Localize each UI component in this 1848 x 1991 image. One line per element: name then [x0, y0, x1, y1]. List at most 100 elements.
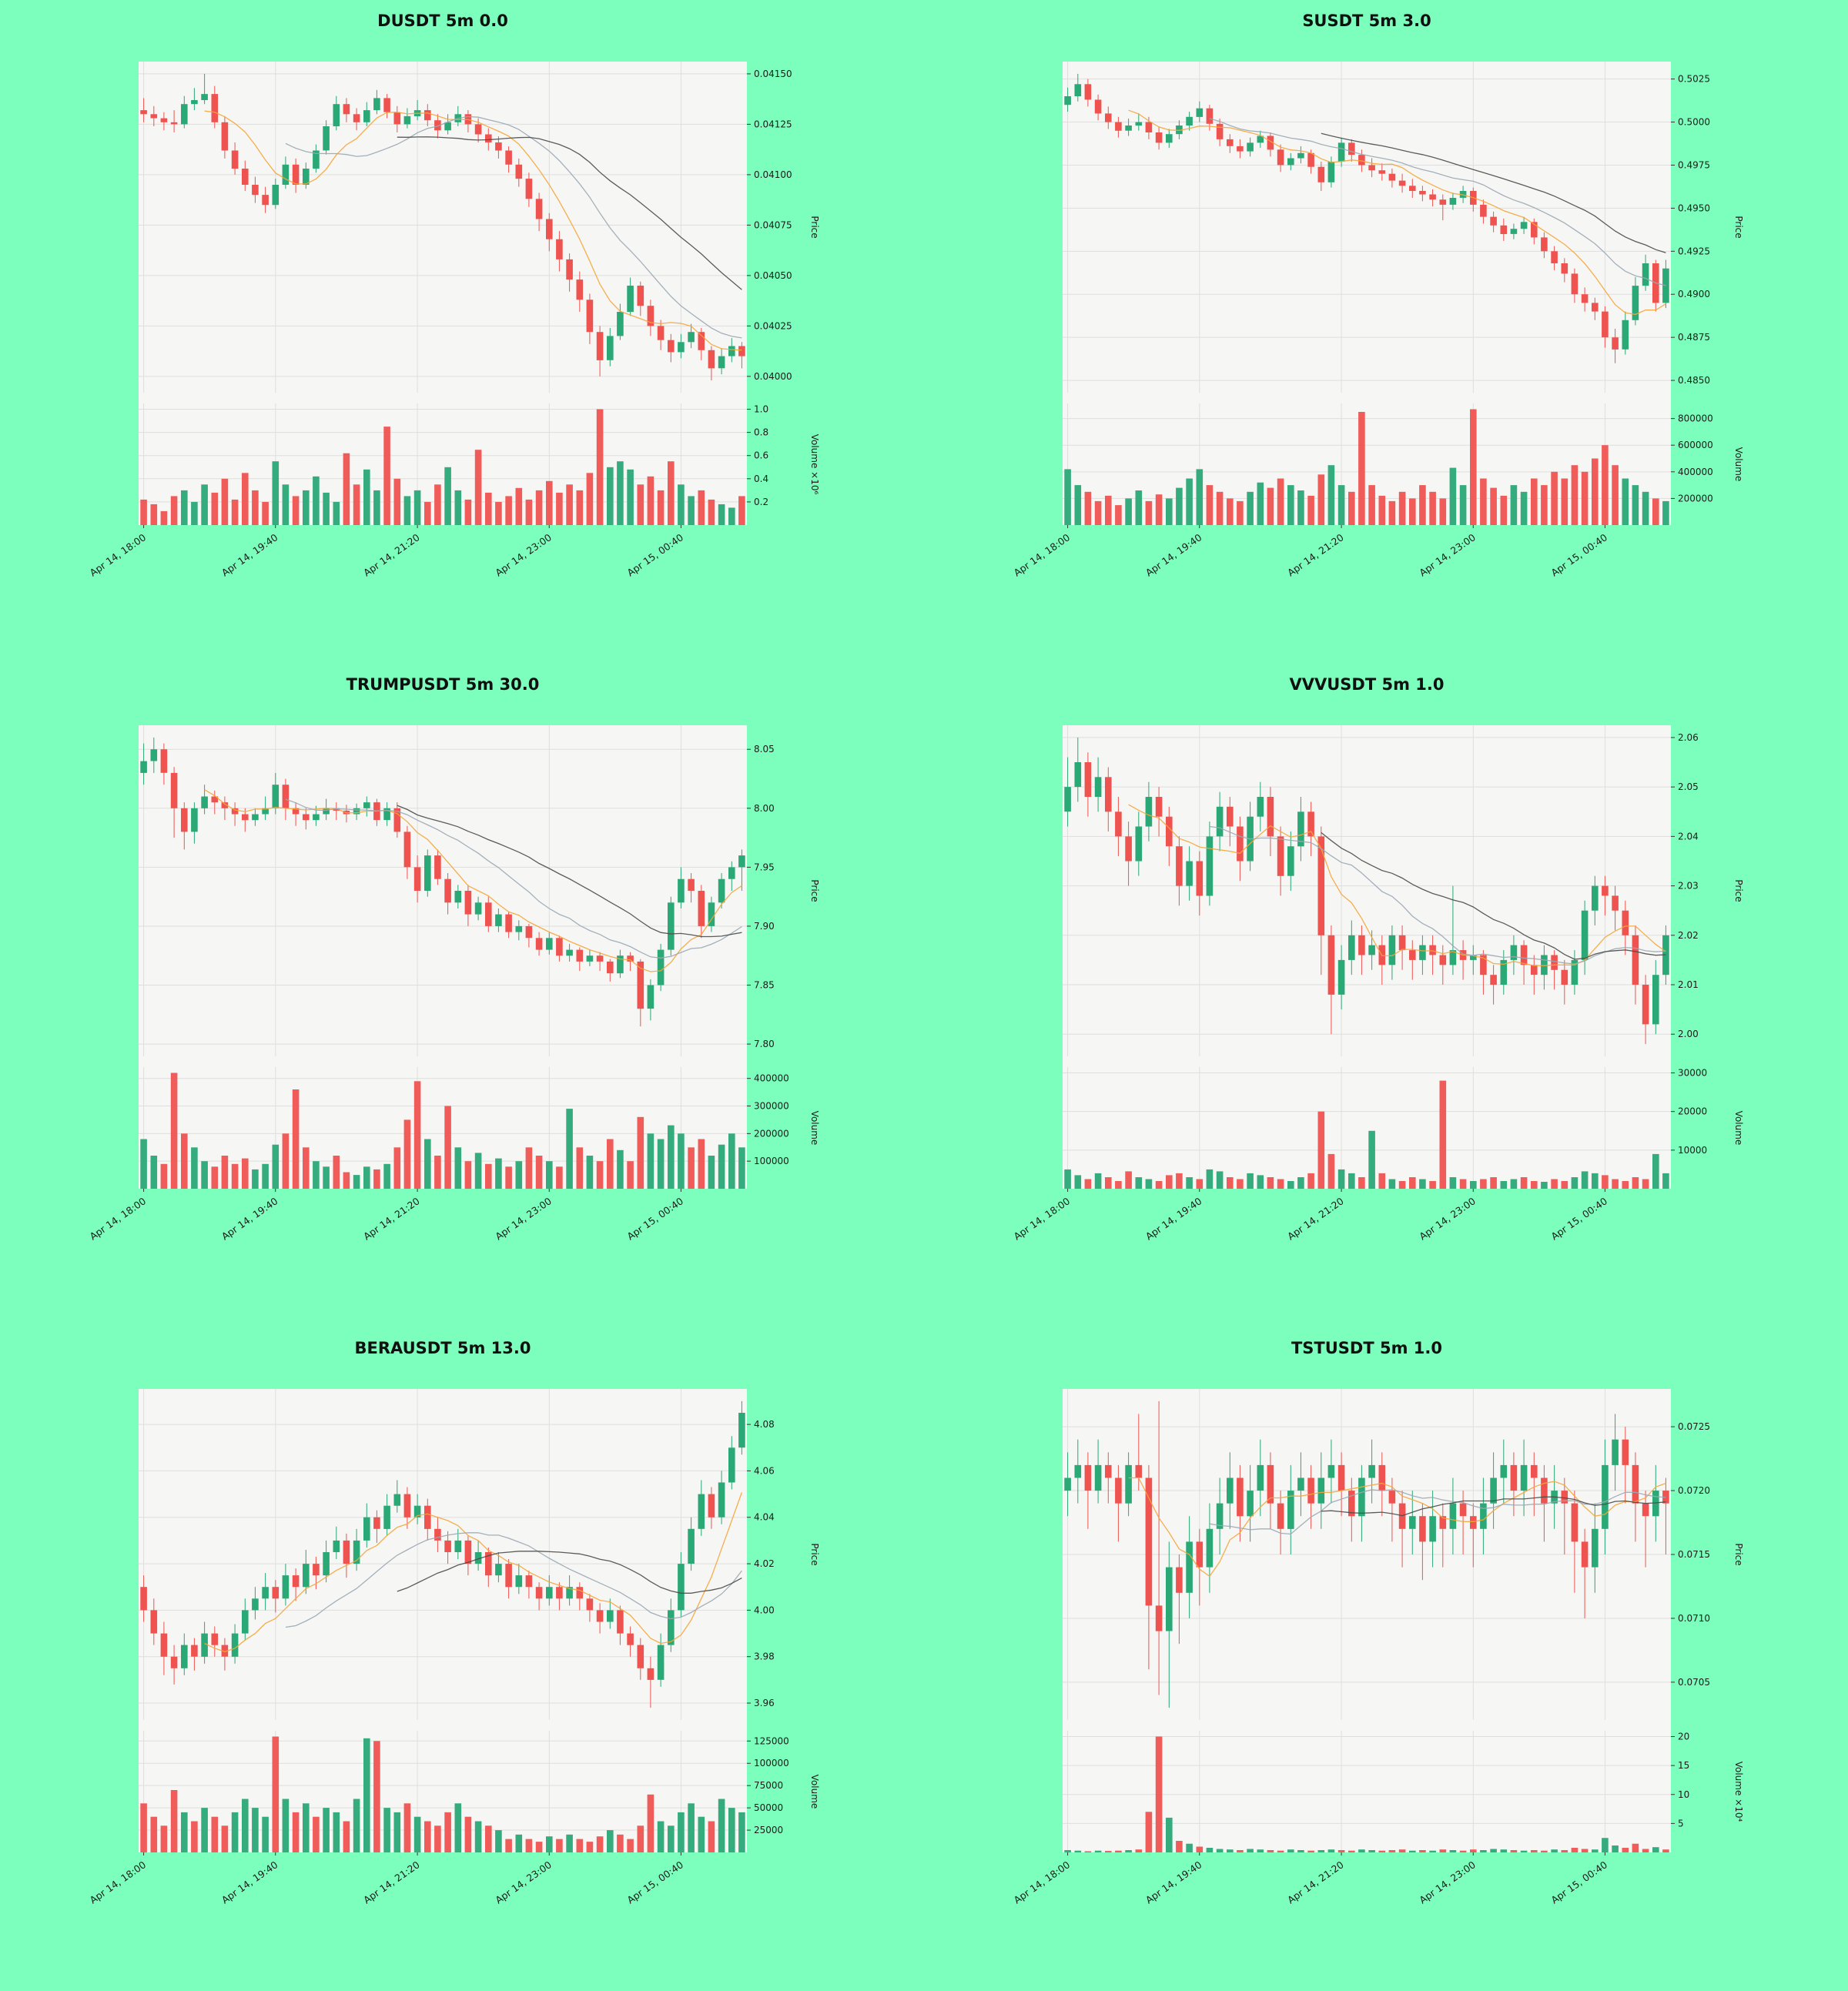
svg-text:Volume: Volume — [1733, 1111, 1744, 1146]
svg-text:300000: 300000 — [754, 1101, 789, 1112]
svg-text:50000: 50000 — [754, 1802, 783, 1813]
svg-text:Apr 14, 19:40: Apr 14, 19:40 — [1143, 531, 1204, 578]
svg-text:0.6: 0.6 — [754, 450, 768, 461]
svg-text:3.98: 3.98 — [754, 1651, 775, 1662]
svg-text:600000: 600000 — [1678, 440, 1713, 450]
volume-bars — [1064, 409, 1669, 525]
svg-text:0.5000: 0.5000 — [1678, 117, 1710, 128]
svg-text:7.95: 7.95 — [754, 862, 775, 872]
svg-text:Apr 14, 21:20: Apr 14, 21:20 — [1285, 1859, 1346, 1906]
grid — [139, 1389, 747, 1852]
svg-text:Apr 14, 19:40: Apr 14, 19:40 — [219, 1859, 280, 1906]
svg-text:Price: Price — [1733, 216, 1744, 238]
volume-bars — [140, 1072, 745, 1189]
svg-text:Apr 14, 23:00: Apr 14, 23:00 — [493, 1195, 554, 1242]
svg-text:Volume: Volume — [1733, 447, 1744, 482]
candlestick-chart-susdt: 0.5025 0.5000 0.4975 0.4950 0.4925 0.4900 0.48… — [1012, 62, 1744, 578]
volume-bars — [1064, 1736, 1669, 1852]
ma-lines — [204, 110, 742, 351]
svg-text:Apr 14, 23:00: Apr 14, 23:00 — [493, 1859, 554, 1906]
svg-text:4.04: 4.04 — [754, 1512, 775, 1523]
svg-text:Apr 14, 18:00: Apr 14, 18:00 — [88, 531, 149, 578]
plot-background — [1063, 725, 1671, 1189]
svg-text:200000: 200000 — [754, 1128, 789, 1139]
svg-text:0.04125: 0.04125 — [754, 119, 792, 129]
chart-panel-susdt: SUSDT 5m 3.0 0.5025 0.5000 0.4975 0.4950 0.4… — [924, 0, 1848, 664]
svg-text:4.06: 4.06 — [754, 1465, 775, 1476]
svg-text:2.00: 2.00 — [1678, 1029, 1699, 1039]
svg-text:0.04050: 0.04050 — [754, 270, 792, 281]
svg-text:25000: 25000 — [754, 1825, 783, 1835]
grid — [1063, 725, 1671, 1189]
ma-lines — [204, 789, 742, 972]
svg-text:7.85: 7.85 — [754, 980, 775, 991]
svg-text:0.4950: 0.4950 — [1678, 202, 1710, 213]
svg-text:2.03: 2.03 — [1678, 881, 1699, 892]
svg-text:0.04025: 0.04025 — [754, 320, 792, 331]
svg-text:Apr 15, 00:40: Apr 15, 00:40 — [625, 531, 686, 578]
svg-text:5: 5 — [1678, 1818, 1684, 1829]
chart-panel-vvvusdt: VVVUSDT 5m 1.0 2.06 2.05 2.04 2.03 2.02 2.01 2… — [924, 664, 1848, 1327]
svg-text:0.0710: 0.0710 — [1678, 1613, 1710, 1624]
candles — [140, 73, 745, 381]
svg-text:0.04100: 0.04100 — [754, 169, 792, 180]
svg-text:Apr 14, 18:00: Apr 14, 18:00 — [1012, 531, 1073, 578]
chart-title: BERAUSDT 5m 13.0 — [354, 1339, 531, 1357]
svg-text:3.96: 3.96 — [754, 1698, 775, 1708]
svg-text:75000: 75000 — [754, 1780, 783, 1791]
svg-text:8.00: 8.00 — [754, 803, 775, 814]
svg-text:0.04150: 0.04150 — [754, 69, 792, 79]
svg-text:Apr 15, 00:40: Apr 15, 00:40 — [625, 1859, 686, 1906]
candles — [140, 737, 745, 1027]
chart-title: DUSDT 5m 0.0 — [377, 12, 508, 30]
plot-background — [1063, 62, 1671, 525]
svg-text:0.4: 0.4 — [754, 473, 768, 484]
svg-text:2.06: 2.06 — [1678, 732, 1699, 743]
svg-text:Apr 14, 19:40: Apr 14, 19:40 — [219, 1195, 280, 1242]
svg-text:30000: 30000 — [1678, 1068, 1707, 1079]
svg-text:Apr 15, 00:40: Apr 15, 00:40 — [1549, 1859, 1610, 1906]
svg-text:Apr 14, 23:00: Apr 14, 23:00 — [493, 531, 554, 578]
svg-text:Volume: Volume — [809, 1111, 820, 1146]
svg-text:Apr 14, 18:00: Apr 14, 18:00 — [88, 1195, 149, 1242]
svg-text:10000: 10000 — [1678, 1145, 1707, 1156]
svg-text:Apr 14, 21:20: Apr 14, 21:20 — [361, 531, 422, 578]
svg-text:8.05: 8.05 — [754, 744, 775, 755]
svg-text:Apr 14, 21:20: Apr 14, 21:20 — [1285, 1195, 1346, 1242]
svg-text:Apr 15, 00:40: Apr 15, 00:40 — [1549, 1195, 1610, 1242]
svg-text:200000: 200000 — [1678, 493, 1713, 504]
chart-panel-dusdt: DUSDT 5m 0.0 0.04150 0.04125 0.04100 0.0407… — [0, 0, 924, 664]
svg-text:Price: Price — [809, 216, 820, 238]
plot-background — [1063, 1389, 1671, 1852]
candlestick-chart-trumpusdt: 8.05 8.00 7.95 7.90 7.85 7.80 400000 300000 2000… — [88, 725, 820, 1242]
svg-text:2.05: 2.05 — [1678, 781, 1699, 792]
svg-text:7.90: 7.90 — [754, 921, 775, 932]
svg-text:Apr 14, 19:40: Apr 14, 19:40 — [1143, 1859, 1204, 1906]
volume-bars — [140, 1736, 745, 1852]
svg-text:Apr 15, 00:40: Apr 15, 00:40 — [1549, 531, 1610, 578]
plot-background — [139, 1389, 747, 1852]
svg-text:20000: 20000 — [1678, 1106, 1707, 1117]
chart-panel-tstusdt: TSTUSDT 5m 1.0 0.0725 0.0720 0.0715 0.0710 0… — [924, 1327, 1848, 1991]
svg-text:Apr 14, 21:20: Apr 14, 21:20 — [1285, 531, 1346, 578]
svg-text:4.00: 4.00 — [754, 1605, 775, 1615]
svg-text:0.0725: 0.0725 — [1678, 1421, 1710, 1432]
svg-text:Apr 14, 18:00: Apr 14, 18:00 — [88, 1859, 149, 1906]
svg-text:100000: 100000 — [754, 1758, 789, 1768]
candlestick-chart-dusdt: 0.04150 0.04125 0.04100 0.04075 0.04050 0.040… — [88, 62, 820, 578]
svg-text:Price: Price — [1733, 1543, 1744, 1565]
svg-text:1.0: 1.0 — [754, 404, 768, 415]
plot-background — [139, 725, 747, 1189]
svg-text:Apr 14, 18:00: Apr 14, 18:00 — [1012, 1859, 1073, 1906]
svg-text:4.02: 4.02 — [754, 1558, 775, 1569]
svg-text:400000: 400000 — [754, 1073, 789, 1084]
svg-text:Apr 15, 00:40: Apr 15, 00:40 — [625, 1195, 686, 1242]
volume-bars — [140, 409, 745, 525]
svg-text:0.04000: 0.04000 — [754, 371, 792, 382]
svg-text:400000: 400000 — [1678, 467, 1713, 477]
svg-text:0.4875: 0.4875 — [1678, 332, 1710, 343]
candlestick-chart-vvvusdt: 2.06 2.05 2.04 2.03 2.02 2.01 2.00 30000 20000 10… — [1012, 725, 1744, 1242]
svg-text:800000: 800000 — [1678, 413, 1713, 424]
svg-text:Price: Price — [1733, 879, 1744, 902]
